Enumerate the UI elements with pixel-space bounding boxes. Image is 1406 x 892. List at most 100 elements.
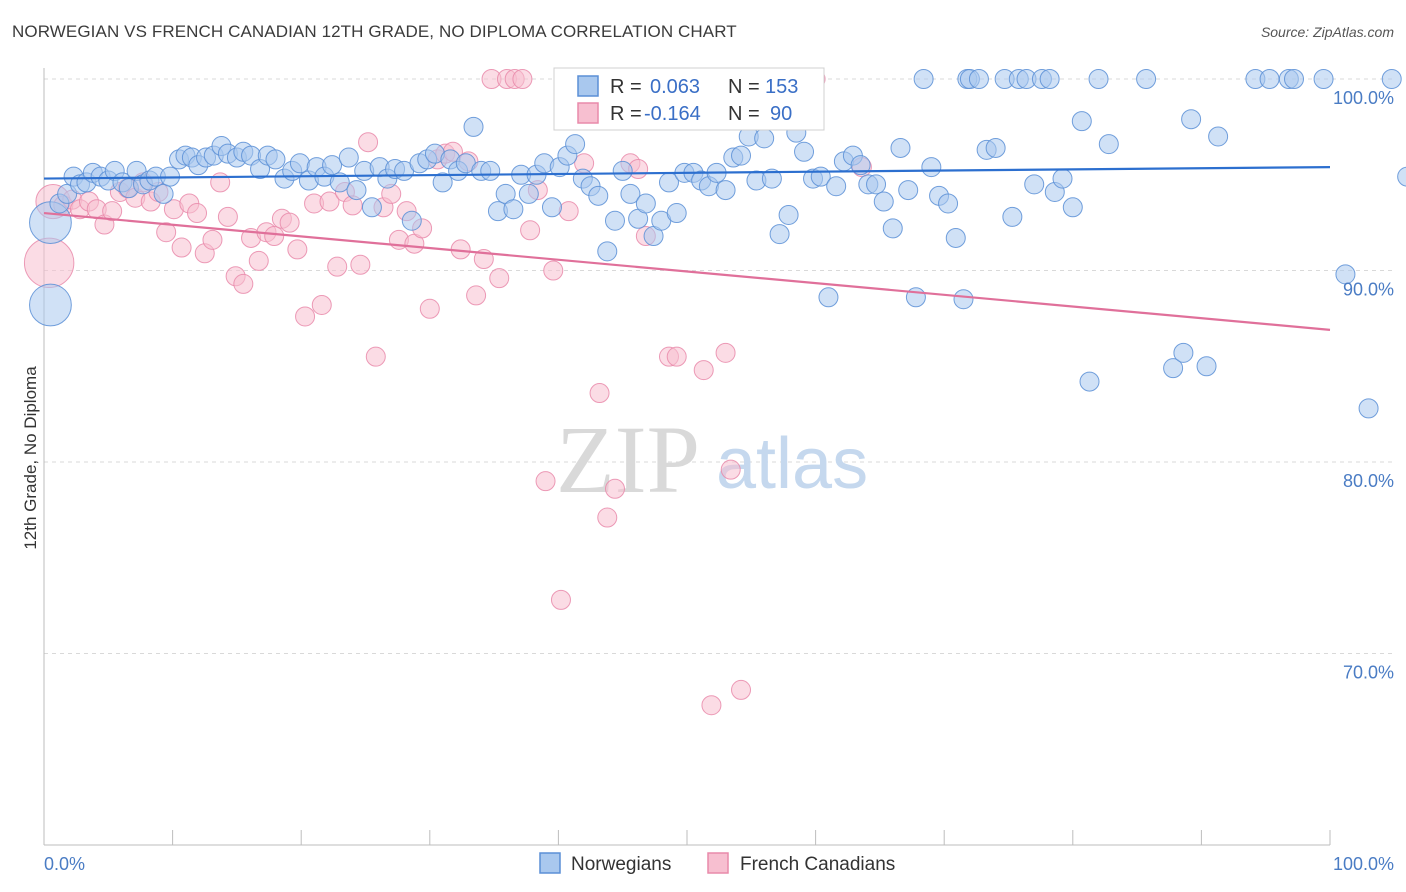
norwegians-point	[503, 199, 524, 220]
french-canadians-point	[350, 254, 371, 275]
y-tick-label-90: 90.0%	[1343, 280, 1394, 300]
norwegians-point	[322, 155, 343, 176]
norwegians-point	[361, 197, 382, 218]
norwegians-point	[1079, 371, 1100, 392]
legend-norwegians-n-label: N =	[728, 76, 760, 98]
norwegians-point	[1024, 174, 1045, 195]
norwegians-point	[1071, 111, 1092, 132]
legend-norwegians-swatch	[577, 75, 599, 97]
french-canadians-point	[233, 273, 254, 294]
french-canadians-point	[202, 229, 223, 250]
norwegians-point	[1098, 134, 1119, 155]
norwegians-point	[518, 183, 539, 204]
bottom-legend-french-swatch[interactable]	[707, 852, 729, 874]
norwegians-point	[769, 224, 790, 245]
y-tick-labels: 100.0% 90.0% 80.0% 70.0%	[1333, 88, 1394, 683]
norwegians-point	[1259, 69, 1280, 89]
norwegians-point	[1173, 342, 1194, 363]
french-canadians-point	[720, 459, 741, 480]
norwegians-point	[338, 147, 359, 168]
french-canadians-point	[365, 346, 386, 367]
norwegians-point	[1358, 398, 1379, 419]
norwegians-point	[913, 69, 934, 89]
french-canadians-point	[102, 201, 123, 222]
bottom-legend-norwegians-label: Norwegians	[571, 854, 671, 875]
stats-legend: R = 0.063 N = 153 R = -0.164 N = 90	[553, 67, 825, 131]
french-canadians-point	[187, 203, 208, 224]
legend-french-n-value: 90	[770, 103, 792, 125]
norwegians-point	[1088, 69, 1109, 89]
watermark-zip: ZIP	[556, 406, 700, 513]
norwegians-point	[938, 193, 959, 214]
legend-french-r-label: R =	[610, 103, 642, 125]
norwegians-point	[541, 197, 562, 218]
french-canadians-point	[210, 172, 231, 193]
x-tick-label-max: 100.0%	[1333, 854, 1394, 874]
source-credit: Source: ZipAtlas.com	[1260, 24, 1394, 40]
french-canadians-point	[558, 201, 579, 222]
legend-french-n-label: N =	[728, 103, 760, 125]
legend-norwegians-r-label: R =	[610, 76, 642, 98]
norwegians-point	[818, 287, 839, 308]
norwegians-point	[866, 174, 887, 195]
french-canadians-point	[489, 268, 510, 289]
french-canadians-point	[319, 191, 340, 212]
norwegians-point	[329, 172, 350, 193]
norwegians-point	[565, 134, 586, 155]
norwegians-point	[620, 183, 641, 204]
norwegians-point	[1136, 69, 1157, 89]
norwegians-point	[882, 218, 903, 239]
bottom-legend-norwegians-swatch[interactable]	[539, 852, 561, 874]
french-canadians-point	[550, 589, 571, 610]
norwegians-point	[968, 69, 989, 89]
norwegians-point	[604, 210, 625, 231]
french-canadians-point	[731, 679, 752, 700]
norwegians-point	[731, 145, 752, 166]
norwegians-point	[346, 180, 367, 201]
norwegians-point	[1181, 109, 1202, 130]
norwegians-point	[597, 241, 618, 262]
norwegians-point	[1335, 264, 1356, 285]
french-canadians-point	[466, 285, 487, 306]
norwegians-point	[794, 141, 815, 162]
norwegians-point	[1196, 356, 1217, 377]
norwegians-point	[1052, 168, 1073, 189]
norwegians-point	[898, 180, 919, 201]
y-axis-title: 12th Grade, No Diploma	[21, 366, 40, 550]
norwegians-point	[1283, 69, 1304, 89]
norwegians-point	[754, 128, 775, 149]
stats-legend-box	[553, 67, 825, 131]
french-canadians-point	[512, 69, 533, 89]
norwegians-point	[153, 183, 174, 204]
trend-lines	[43, 165, 1331, 331]
french-canadians-point	[589, 383, 610, 404]
french-canadians-point	[597, 507, 618, 528]
x-tick-label-min: 0.0%	[44, 854, 85, 874]
french-canadians-point	[327, 256, 348, 277]
french-canadians-point	[666, 346, 687, 367]
legend-french-swatch	[577, 102, 599, 124]
french-canadians-point	[358, 132, 379, 153]
y-tick-label-70: 70.0%	[1343, 663, 1394, 683]
norwegians-point	[945, 227, 966, 248]
french-canadians-point	[279, 212, 300, 233]
norwegians-point	[1039, 69, 1060, 89]
norwegians-point	[890, 137, 911, 158]
norwegians-point	[463, 116, 484, 137]
norwegians-point	[432, 172, 453, 193]
french-canadians-point	[248, 250, 269, 271]
french-canadians-point	[287, 239, 308, 260]
watermark-atlas: atlas	[716, 424, 868, 504]
norwegians-point	[761, 168, 782, 189]
norwegians-point	[826, 176, 847, 197]
bottom-legend-french-label: French Canadians	[740, 854, 895, 875]
norwegians-point	[401, 210, 422, 231]
french-canadians-point	[520, 220, 541, 241]
french-canadians-point	[217, 206, 238, 227]
french-canadians-point	[171, 237, 192, 258]
norwegians-point	[1163, 358, 1184, 379]
norwegians-point	[1208, 126, 1229, 147]
norwegians-trend-line	[43, 165, 1331, 180]
legend-norwegians-r-value: 0.063	[650, 76, 700, 98]
